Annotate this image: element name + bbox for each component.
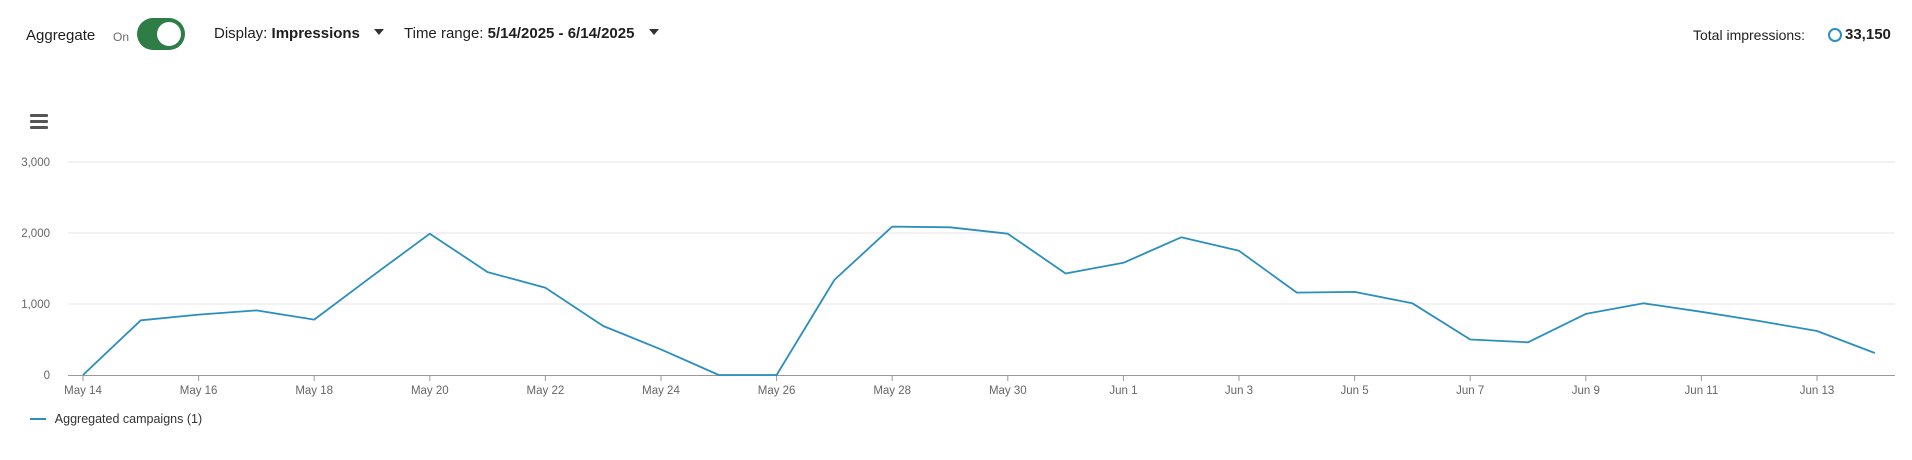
data-point — [138, 317, 144, 323]
hamburger-menu-icon[interactable] — [30, 114, 48, 130]
legend-label: Aggregated campaigns (1) — [54, 412, 203, 426]
y-tick-label: 2,000 — [21, 228, 50, 240]
x-tick-label: Jun 7 — [1456, 385, 1484, 397]
data-point — [253, 307, 259, 313]
x-tick-label: Jun 11 — [1685, 385, 1719, 397]
data-point — [774, 372, 780, 378]
display-dropdown[interactable]: Display: Impressions — [214, 24, 385, 44]
data-point — [1063, 270, 1069, 276]
data-point — [1409, 300, 1415, 306]
x-tick-label: May 18 — [295, 385, 333, 397]
data-point — [1178, 234, 1184, 240]
chart-toolbar: Aggregate On Display: Impressions Time r… — [0, 0, 1912, 70]
data-point — [311, 317, 317, 323]
caret-down-icon — [648, 29, 659, 36]
impressions-line-chart: 0 1,000 2,000 3,000 May 14 May 16 May 18 May 20… — [21, 157, 1895, 397]
time-range-dropdown[interactable]: Time range: 5/14/2025 - 6/14/2025 — [404, 24, 659, 44]
data-point — [831, 277, 837, 283]
data-point — [1236, 248, 1242, 254]
x-tick-label: Jun 9 — [1572, 385, 1600, 397]
data-point — [1814, 328, 1820, 334]
x-tick-label: May 20 — [411, 385, 449, 397]
time-range-label: Time range: — [404, 25, 484, 42]
x-tick-label: May 26 — [758, 385, 796, 397]
data-point — [196, 312, 202, 318]
data-point — [485, 269, 491, 275]
data-point — [1352, 289, 1358, 295]
x-tick-label: May 30 — [989, 385, 1027, 397]
data-point — [600, 323, 606, 329]
y-tick-label: 3,000 — [21, 157, 50, 169]
x-tick-label: Jun 5 — [1341, 385, 1369, 397]
data-point — [716, 372, 722, 378]
data-point — [1698, 309, 1704, 315]
data-point — [1467, 337, 1473, 343]
x-tick-label: May 22 — [527, 385, 565, 397]
x-tick-label: May 14 — [64, 385, 102, 397]
legend-line-icon — [30, 417, 46, 420]
aggregate-toggle-state: On — [113, 30, 130, 44]
time-range-value: 5/14/2025 - 6/14/2025 — [487, 25, 635, 42]
x-tick-label: Jun 1 — [1109, 385, 1137, 397]
y-tick-label: 1,000 — [21, 299, 50, 311]
data-point — [427, 231, 433, 237]
display-label: Display: — [214, 25, 268, 42]
toggle-knob — [157, 22, 181, 46]
x-tick-label: Jun 13 — [1800, 385, 1835, 397]
aggregate-label: Aggregate — [26, 27, 96, 44]
data-point — [658, 346, 664, 352]
data-point — [1641, 300, 1647, 306]
x-tick-label: May 16 — [180, 385, 218, 397]
data-point — [1294, 290, 1300, 296]
total-impressions-label: Total impressions: — [1693, 27, 1806, 43]
caret-down-icon — [374, 29, 385, 36]
display-value: Impressions — [271, 25, 360, 42]
data-point — [80, 372, 86, 378]
circle-marker-icon — [1828, 28, 1842, 42]
x-tick-label: Jun 3 — [1225, 385, 1253, 397]
data-point — [369, 273, 375, 279]
data-point — [1005, 231, 1011, 237]
data-point — [1872, 350, 1878, 356]
data-point — [1756, 318, 1762, 324]
series-line — [82, 225, 1876, 376]
total-impressions-value: 33,150 — [1845, 26, 1891, 43]
data-point — [1525, 339, 1531, 345]
data-point — [889, 224, 895, 230]
legend-item[interactable]: Aggregated campaigns (1) — [30, 412, 202, 426]
aggregate-toggle[interactable] — [137, 18, 185, 50]
data-point — [947, 224, 953, 230]
data-point — [1120, 260, 1126, 266]
data-point — [542, 285, 548, 291]
y-tick-label: 0 — [44, 370, 50, 382]
data-point — [1583, 311, 1589, 317]
x-tick-label: May 24 — [642, 385, 680, 397]
x-tick-label: May 28 — [873, 385, 911, 397]
